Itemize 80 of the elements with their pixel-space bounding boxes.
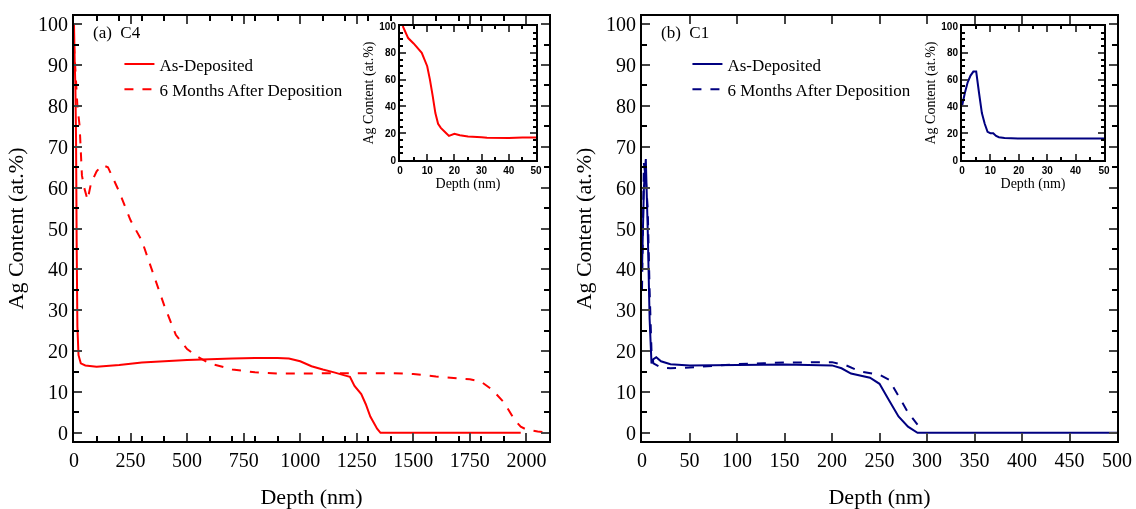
y-axis-title: Ag Content (at.%) [3, 147, 29, 310]
y-tick-label: 30 [616, 299, 636, 322]
y-tick-label: 30 [48, 299, 68, 322]
x-tick-label: 0 [959, 165, 966, 176]
y-tick-label: 40 [616, 258, 636, 281]
x-tick-label: 50 [530, 165, 542, 176]
y-tick-label: 80 [946, 47, 959, 59]
x-tick-label: 500 [1102, 449, 1132, 471]
y-tick-label: 60 [384, 74, 397, 86]
x-tick-label: 10 [421, 165, 434, 176]
x-tick-label: 150 [769, 449, 800, 471]
y-tick-label: 100 [606, 13, 636, 36]
x-axis-title: Depth (nm) [1000, 176, 1066, 192]
y-tick-label: 60 [48, 176, 68, 199]
x-tick-label: 250 [864, 449, 895, 471]
y-tick-label: 20 [616, 340, 636, 363]
x-tick-label: 200 [817, 449, 847, 471]
y-tick-label: 80 [616, 94, 636, 117]
x-tick-label: 10 [984, 165, 997, 176]
y-tick-label: 100 [38, 13, 68, 36]
y-tick-label: 20 [384, 127, 397, 139]
y-tick-label: 0 [626, 421, 636, 444]
annotation: (b) C1 [661, 23, 710, 42]
x-tick-label: 2000 [506, 449, 547, 471]
y-axis-title: Ag Content (at.%) [571, 147, 597, 310]
x-tick-label: 500 [172, 449, 203, 471]
x-tick-label: 1750 [449, 449, 490, 471]
y-tick-label: 100 [941, 20, 959, 32]
x-tick-label: 20 [448, 165, 461, 176]
legend-label: As-Deposited [727, 55, 822, 75]
y-tick-label: 0 [952, 154, 959, 166]
x-tick-label: 30 [1041, 165, 1054, 176]
y-tick-label: 0 [58, 421, 68, 444]
y-tick-label: 80 [48, 94, 68, 117]
x-axis-title: Depth (nm) [435, 176, 501, 192]
x-tick-label: 450 [1054, 449, 1085, 471]
y-tick-label: 60 [946, 74, 959, 86]
y-tick-label: 50 [616, 217, 636, 240]
y-tick-label: 80 [384, 47, 397, 59]
y-tick-label: 40 [384, 100, 397, 112]
y-tick-label: 70 [48, 135, 68, 158]
x-tick-label: 250 [115, 449, 146, 471]
x-tick-label: 1250 [336, 449, 377, 471]
x-tick-label: 50 [679, 449, 700, 471]
x-tick-label: 40 [503, 165, 515, 176]
x-tick-label: 300 [912, 449, 942, 471]
legend-label: 6 Months After Deposition [159, 80, 343, 100]
x-tick-label: 1000 [280, 449, 321, 471]
x-axis-title: Depth (nm) [260, 484, 363, 509]
y-tick-label: 60 [616, 176, 636, 199]
y-tick-label: 50 [48, 217, 68, 240]
y-tick-label: 10 [616, 380, 636, 403]
y-tick-label: 90 [616, 54, 636, 77]
y-axis-title: Ag Content (at.%) [361, 41, 378, 145]
line-series [401, 26, 536, 139]
y-tick-label: 20 [48, 340, 68, 363]
x-tick-label: 750 [228, 449, 259, 471]
x-tick-label: 100 [722, 449, 752, 471]
x-tick-label: 0 [397, 165, 404, 176]
x-tick-label: 350 [959, 449, 990, 471]
y-tick-label: 10 [48, 380, 68, 403]
x-tick-label: 30 [476, 165, 488, 176]
y-tick-label: 40 [946, 100, 959, 112]
y-tick-label: 0 [390, 154, 397, 166]
y-axis-title: Ag Content (at.%) [923, 41, 940, 145]
y-tick-label: 90 [48, 54, 68, 77]
y-tick-label: 20 [946, 127, 959, 139]
x-axis-title: Depth (nm) [828, 484, 931, 509]
y-tick-label: 100 [379, 20, 397, 32]
y-tick-label: 70 [616, 135, 636, 158]
y-tick-label: 40 [48, 258, 68, 281]
legend-label: As-Deposited [159, 55, 254, 75]
x-tick-label: 400 [1007, 449, 1037, 471]
annotation: (a) C4 [93, 23, 141, 42]
line-series [962, 70, 1104, 140]
legend-label: 6 Months After Deposition [727, 80, 911, 100]
x-tick-label: 1500 [393, 449, 434, 471]
x-tick-label: 50 [1098, 165, 1110, 176]
x-tick-label: 40 [1070, 165, 1082, 176]
x-tick-label: 20 [1013, 165, 1025, 176]
